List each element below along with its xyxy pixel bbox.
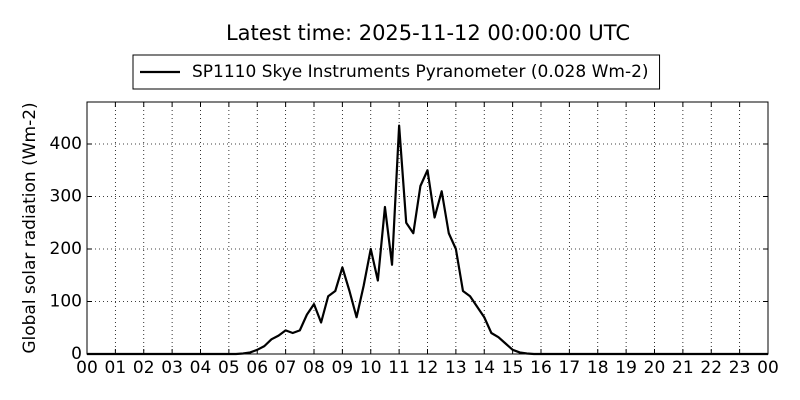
x-tick-label: 09 [332,358,354,378]
x-tick-label: 01 [105,358,127,378]
x-tick-label: 06 [246,358,268,378]
x-tick-label: 12 [417,358,439,378]
x-tick-label: 10 [360,358,382,378]
x-tick-label: 02 [133,358,155,378]
y-tick-label: 100 [50,292,82,312]
y-tick-label: 200 [50,239,82,259]
y-tick-label: 300 [50,187,82,207]
x-tick-label: 07 [275,358,297,378]
x-tick-label: 11 [388,358,410,378]
y-tick-label: 0 [71,344,82,364]
x-tick-label: 04 [190,358,212,378]
x-tick-label: 05 [218,358,240,378]
data-line [87,124,768,356]
x-tick-label: 15 [502,358,524,378]
legend-box [132,54,661,90]
x-tick-label: 13 [445,358,467,378]
x-tick-label: 21 [672,358,694,378]
x-tick-label: 20 [644,358,666,378]
x-tick-label: 00 [757,358,779,378]
x-tick-label: 03 [161,358,183,378]
x-tick-label: 18 [587,358,609,378]
y-axis-label: Global solar radiation (Wm-2) [20,102,40,353]
plot-frame [86,101,769,355]
x-tick-label: 17 [559,358,581,378]
x-tick-label: 00 [76,358,98,378]
x-tick-label: 16 [530,358,552,378]
x-tick-label: 22 [700,358,722,378]
chart-title: Latest time: 2025-11-12 00:00:00 UTC [226,21,630,45]
x-tick-label: 23 [729,358,751,378]
x-tick-label: 19 [615,358,637,378]
x-tick-label: 08 [303,358,325,378]
y-tick-label: 400 [50,134,82,154]
x-tick-label: 14 [473,358,495,378]
legend-label: SP1110 Skye Instruments Pyranometer (0.0… [192,62,649,82]
